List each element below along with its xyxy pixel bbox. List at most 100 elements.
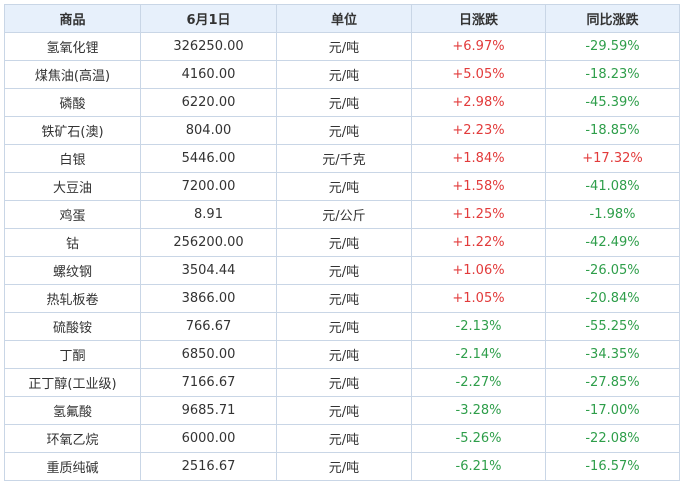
price-cell: 3504.44: [140, 256, 277, 285]
commodity-name-cell: 鸡蛋: [4, 200, 141, 229]
daily-change-cell: +2.23%: [411, 116, 546, 145]
yoy-change-cell: -1.98%: [545, 200, 680, 229]
commodity-name-cell: 重质纯碱: [4, 452, 141, 481]
commodity-name-cell: 硫酸铵: [4, 312, 141, 341]
daily-change-cell: +1.84%: [411, 144, 546, 173]
table-row: 丁酮 6850.00 元/吨 -2.14% -34.35%: [4, 340, 680, 369]
table-row: 氢氟酸 9685.71 元/吨 -3.28% -17.00%: [4, 396, 680, 425]
daily-change-cell: -5.26%: [411, 424, 546, 453]
commodity-name-cell: 铁矿石(澳): [4, 116, 141, 145]
table-row: 煤焦油(高温) 4160.00 元/吨 +5.05% -18.23%: [4, 60, 680, 89]
price-cell: 804.00: [140, 116, 277, 145]
yoy-change-cell: -18.23%: [545, 60, 680, 89]
unit-cell: 元/吨: [276, 340, 412, 369]
price-cell: 4160.00: [140, 60, 277, 89]
price-cell: 6850.00: [140, 340, 277, 369]
daily-change-cell: -3.28%: [411, 396, 546, 425]
price-cell: 6000.00: [140, 424, 277, 453]
daily-change-cell: +1.05%: [411, 284, 546, 313]
commodity-name-cell: 氢氧化锂: [4, 32, 141, 61]
header-yoy-change: 同比涨跌: [545, 4, 680, 33]
unit-cell: 元/吨: [276, 228, 412, 257]
unit-cell: 元/吨: [276, 424, 412, 453]
commodity-name-cell: 氢氟酸: [4, 396, 141, 425]
yoy-change-cell: -22.08%: [545, 424, 680, 453]
unit-cell: 元/公斤: [276, 200, 412, 229]
yoy-change-cell: -17.00%: [545, 396, 680, 425]
unit-cell: 元/吨: [276, 116, 412, 145]
unit-cell: 元/吨: [276, 256, 412, 285]
yoy-change-cell: -29.59%: [545, 32, 680, 61]
table-row: 白银 5446.00 元/千克 +1.84% +17.32%: [4, 144, 680, 173]
unit-cell: 元/吨: [276, 60, 412, 89]
daily-change-cell: +1.22%: [411, 228, 546, 257]
table-body: 氢氧化锂 326250.00 元/吨 +6.97% -29.59% 煤焦油(高温) 4160…: [4, 32, 680, 481]
yoy-change-cell: -41.08%: [545, 172, 680, 201]
price-cell: 2516.67: [140, 452, 277, 481]
header-commodity: 商品: [4, 4, 141, 33]
commodity-name-cell: 磷酸: [4, 88, 141, 117]
table-row: 大豆油 7200.00 元/吨 +1.58% -41.08%: [4, 172, 680, 201]
daily-change-cell: +2.98%: [411, 88, 546, 117]
table-row: 硫酸铵 766.67 元/吨 -2.13% -55.25%: [4, 312, 680, 341]
table-row: 螺纹钢 3504.44 元/吨 +1.06% -26.05%: [4, 256, 680, 285]
yoy-change-cell: -45.39%: [545, 88, 680, 117]
price-cell: 5446.00: [140, 144, 277, 173]
unit-cell: 元/吨: [276, 284, 412, 313]
unit-cell: 元/吨: [276, 172, 412, 201]
header-daily-change: 日涨跌: [411, 4, 546, 33]
commodity-price-table: 商品 6月1日 单位 日涨跌 同比涨跌 氢氧化锂 326250.00 元/吨 +6.9…: [4, 4, 680, 481]
unit-cell: 元/吨: [276, 452, 412, 481]
yoy-change-cell: -18.85%: [545, 116, 680, 145]
price-cell: 6220.00: [140, 88, 277, 117]
unit-cell: 元/吨: [276, 312, 412, 341]
yoy-change-cell: -20.84%: [545, 284, 680, 313]
commodity-name-cell: 煤焦油(高温): [4, 60, 141, 89]
commodity-name-cell: 热轧板卷: [4, 284, 141, 313]
table-row: 磷酸 6220.00 元/吨 +2.98% -45.39%: [4, 88, 680, 117]
yoy-change-cell: -16.57%: [545, 452, 680, 481]
unit-cell: 元/千克: [276, 144, 412, 173]
commodity-name-cell: 丁酮: [4, 340, 141, 369]
yoy-change-cell: -27.85%: [545, 368, 680, 397]
price-cell: 7166.67: [140, 368, 277, 397]
daily-change-cell: +1.58%: [411, 172, 546, 201]
price-cell: 256200.00: [140, 228, 277, 257]
yoy-change-cell: -42.49%: [545, 228, 680, 257]
yoy-change-cell: -55.25%: [545, 312, 680, 341]
table-header-row: 商品 6月1日 单位 日涨跌 同比涨跌: [4, 4, 680, 33]
commodity-name-cell: 钴: [4, 228, 141, 257]
unit-cell: 元/吨: [276, 32, 412, 61]
unit-cell: 元/吨: [276, 368, 412, 397]
header-date-price: 6月1日: [140, 4, 277, 33]
unit-cell: 元/吨: [276, 88, 412, 117]
table-row: 热轧板卷 3866.00 元/吨 +1.05% -20.84%: [4, 284, 680, 313]
price-cell: 8.91: [140, 200, 277, 229]
price-cell: 9685.71: [140, 396, 277, 425]
table-row: 重质纯碱 2516.67 元/吨 -6.21% -16.57%: [4, 452, 680, 481]
commodity-name-cell: 环氧乙烷: [4, 424, 141, 453]
table-row: 铁矿石(澳) 804.00 元/吨 +2.23% -18.85%: [4, 116, 680, 145]
table-row: 环氧乙烷 6000.00 元/吨 -5.26% -22.08%: [4, 424, 680, 453]
table-row: 钴 256200.00 元/吨 +1.22% -42.49%: [4, 228, 680, 257]
table-row: 氢氧化锂 326250.00 元/吨 +6.97% -29.59%: [4, 32, 680, 61]
commodity-name-cell: 螺纹钢: [4, 256, 141, 285]
daily-change-cell: +1.06%: [411, 256, 546, 285]
daily-change-cell: +6.97%: [411, 32, 546, 61]
daily-change-cell: -2.27%: [411, 368, 546, 397]
daily-change-cell: +1.25%: [411, 200, 546, 229]
daily-change-cell: +5.05%: [411, 60, 546, 89]
commodity-name-cell: 大豆油: [4, 172, 141, 201]
price-cell: 7200.00: [140, 172, 277, 201]
price-cell: 326250.00: [140, 32, 277, 61]
unit-cell: 元/吨: [276, 396, 412, 425]
daily-change-cell: -2.14%: [411, 340, 546, 369]
yoy-change-cell: -34.35%: [545, 340, 680, 369]
table-row: 鸡蛋 8.91 元/公斤 +1.25% -1.98%: [4, 200, 680, 229]
price-cell: 3866.00: [140, 284, 277, 313]
price-cell: 766.67: [140, 312, 277, 341]
yoy-change-cell: -26.05%: [545, 256, 680, 285]
daily-change-cell: -2.13%: [411, 312, 546, 341]
yoy-change-cell: +17.32%: [545, 144, 680, 173]
table-row: 正丁醇(工业级) 7166.67 元/吨 -2.27% -27.85%: [4, 368, 680, 397]
